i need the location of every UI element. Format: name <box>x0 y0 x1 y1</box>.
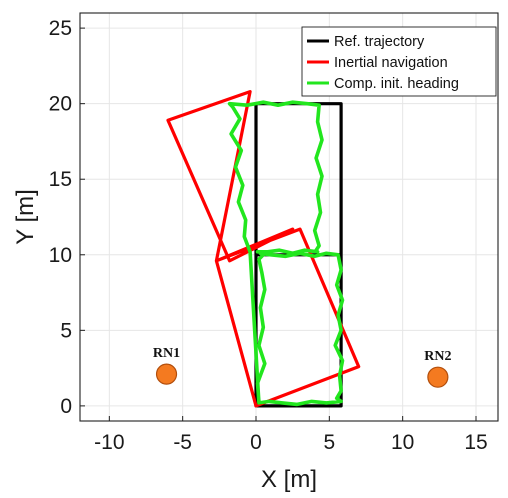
legend: Ref. trajectory Inertial navigation Comp… <box>301 26 497 97</box>
series-line-comp-init-heading <box>227 100 345 407</box>
y-tick-label: 5 <box>60 319 72 342</box>
y-tick-label: 0 <box>60 395 72 418</box>
legend-label-inertial-navigation: Inertial navigation <box>334 55 448 71</box>
series-line-inertial-navigation <box>166 89 361 408</box>
x-tick-label: 15 <box>464 431 487 454</box>
x-tick-label: 0 <box>250 431 262 454</box>
x-axis-title: X [m] <box>261 466 317 493</box>
legend-box <box>301 26 497 97</box>
series-layer <box>166 89 361 408</box>
marker-layer: RN1 RN2 <box>153 346 451 388</box>
legend-label-ref-trajectory: Ref. trajectory <box>334 34 425 50</box>
marker-rn1 <box>155 363 178 385</box>
marker-label-rn1: RN1 <box>153 346 180 361</box>
legend-label-comp-init-heading: Comp. init. heading <box>334 76 459 92</box>
x-tick-label: 5 <box>323 431 335 454</box>
marker-label-rn2: RN2 <box>424 349 451 364</box>
marker-rn2 <box>427 366 449 388</box>
plot-frame <box>79 12 499 422</box>
tick-labels: -10 -5 0 5 10 15 0 5 10 15 20 25 <box>49 17 488 454</box>
x-tick-label: 10 <box>391 431 414 454</box>
y-tick-label: 25 <box>49 17 72 40</box>
x-tick-label: -5 <box>173 431 192 454</box>
x-tick-label: -10 <box>94 431 124 454</box>
y-tick-label: 15 <box>49 168 72 191</box>
y-tick-label: 10 <box>49 244 72 267</box>
y-tick-label: 20 <box>49 93 72 116</box>
y-axis-title: Y [m] <box>12 189 39 245</box>
